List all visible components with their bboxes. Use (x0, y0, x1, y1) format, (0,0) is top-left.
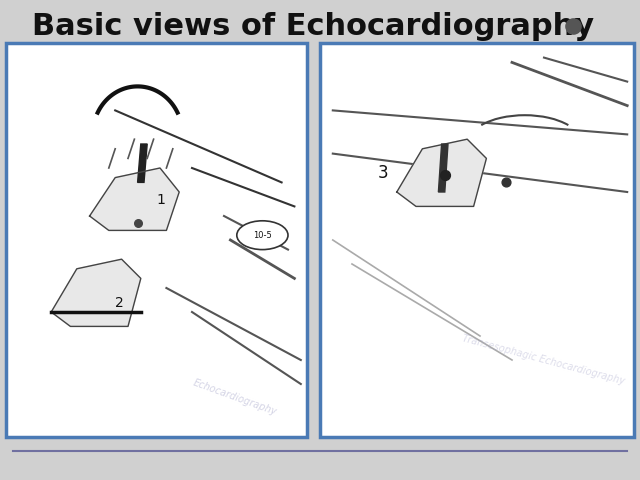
Point (132, 219, 143, 227)
Text: 2: 2 (115, 296, 124, 310)
Point (500, 179, 511, 186)
FancyBboxPatch shape (320, 43, 634, 437)
Text: 3: 3 (378, 164, 388, 181)
FancyBboxPatch shape (6, 43, 307, 437)
Polygon shape (397, 139, 486, 206)
Polygon shape (90, 168, 179, 230)
Polygon shape (138, 144, 147, 182)
Text: Echocardiography: Echocardiography (192, 378, 278, 417)
Polygon shape (438, 144, 448, 192)
Point (568, 23, 578, 30)
Text: 1: 1 (157, 193, 166, 207)
Polygon shape (51, 259, 141, 326)
Text: Basic views of Echocardiography: Basic views of Echocardiography (32, 12, 594, 41)
Text: Transesophagic Echocardiography: Transesophagic Echocardiography (461, 333, 625, 386)
Ellipse shape (237, 221, 288, 250)
Point (440, 171, 450, 179)
Text: 10-5: 10-5 (253, 231, 272, 240)
